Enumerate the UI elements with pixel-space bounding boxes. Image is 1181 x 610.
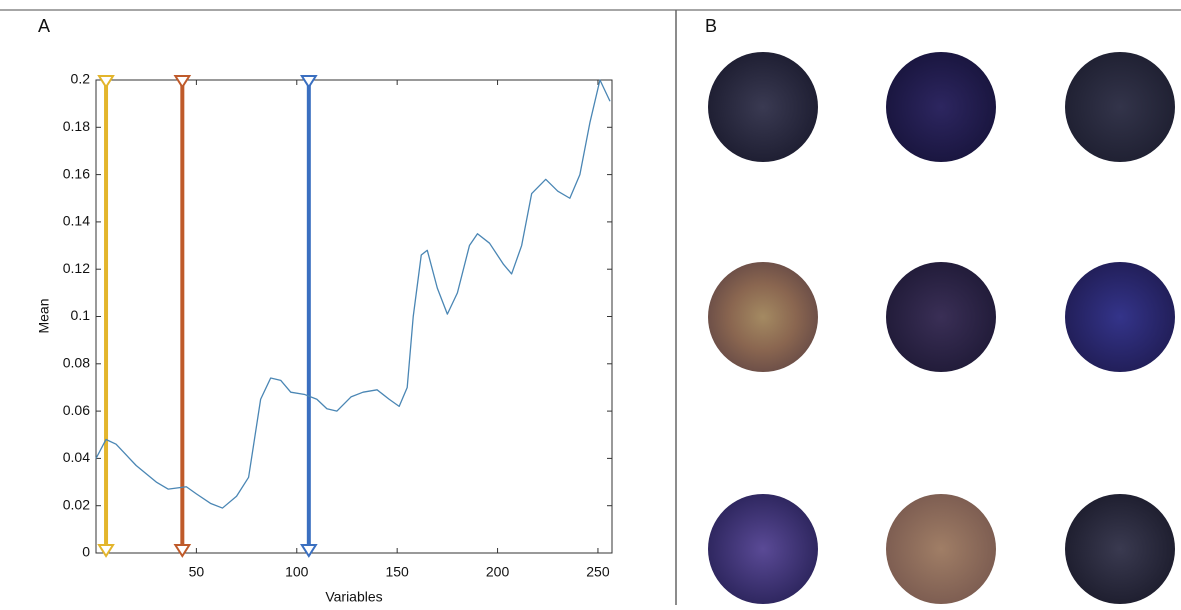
sample-image <box>1065 52 1175 162</box>
sample-image <box>886 494 996 604</box>
y-tick-label: 0.16 <box>63 165 90 181</box>
y-tick-label: 0.2 <box>71 71 91 87</box>
marker-triangle <box>302 545 316 556</box>
sample-image <box>708 52 818 162</box>
figure: A B Mean Variables 0 0.02 0.04 0.06 0.08 0.1 0… <box>0 0 1181 605</box>
y-tick-label: 0 <box>82 544 90 560</box>
sample-image <box>886 52 996 162</box>
data-line <box>96 80 610 508</box>
y-tick-label: 0.14 <box>63 213 90 229</box>
panel-label: B <box>705 16 717 36</box>
x-tick-label: 100 <box>285 564 309 580</box>
marker-triangle <box>99 76 113 87</box>
panel-label: A <box>38 16 50 36</box>
sample-image <box>708 494 818 604</box>
y-tick-label: 0.06 <box>63 402 90 418</box>
y-tick-label: 0.18 <box>63 118 90 134</box>
sample-image <box>1065 494 1175 604</box>
x-axis-label: Variables <box>325 589 382 605</box>
marker-triangle <box>175 545 189 556</box>
x-tick-label: 250 <box>586 564 610 580</box>
y-axis-label: Mean <box>36 298 52 333</box>
y-tick-label: 0.12 <box>63 260 90 276</box>
marker-triangle <box>99 545 113 556</box>
plot-frame <box>96 80 612 553</box>
x-tick-label: 50 <box>189 564 205 580</box>
sample-image <box>1065 262 1175 372</box>
sample-image <box>886 262 996 372</box>
sample-images <box>708 52 1175 604</box>
x-tick-label: 200 <box>486 564 510 580</box>
marker-triangle <box>175 76 189 87</box>
y-tick-label: 0.02 <box>63 496 90 512</box>
x-tick-label: 150 <box>385 564 409 580</box>
sample-image <box>708 262 818 372</box>
marker-triangle <box>302 76 316 87</box>
y-tick-label: 0.08 <box>63 355 90 371</box>
y-tick-label: 0.1 <box>71 307 91 323</box>
y-tick-label: 0.04 <box>63 449 90 465</box>
